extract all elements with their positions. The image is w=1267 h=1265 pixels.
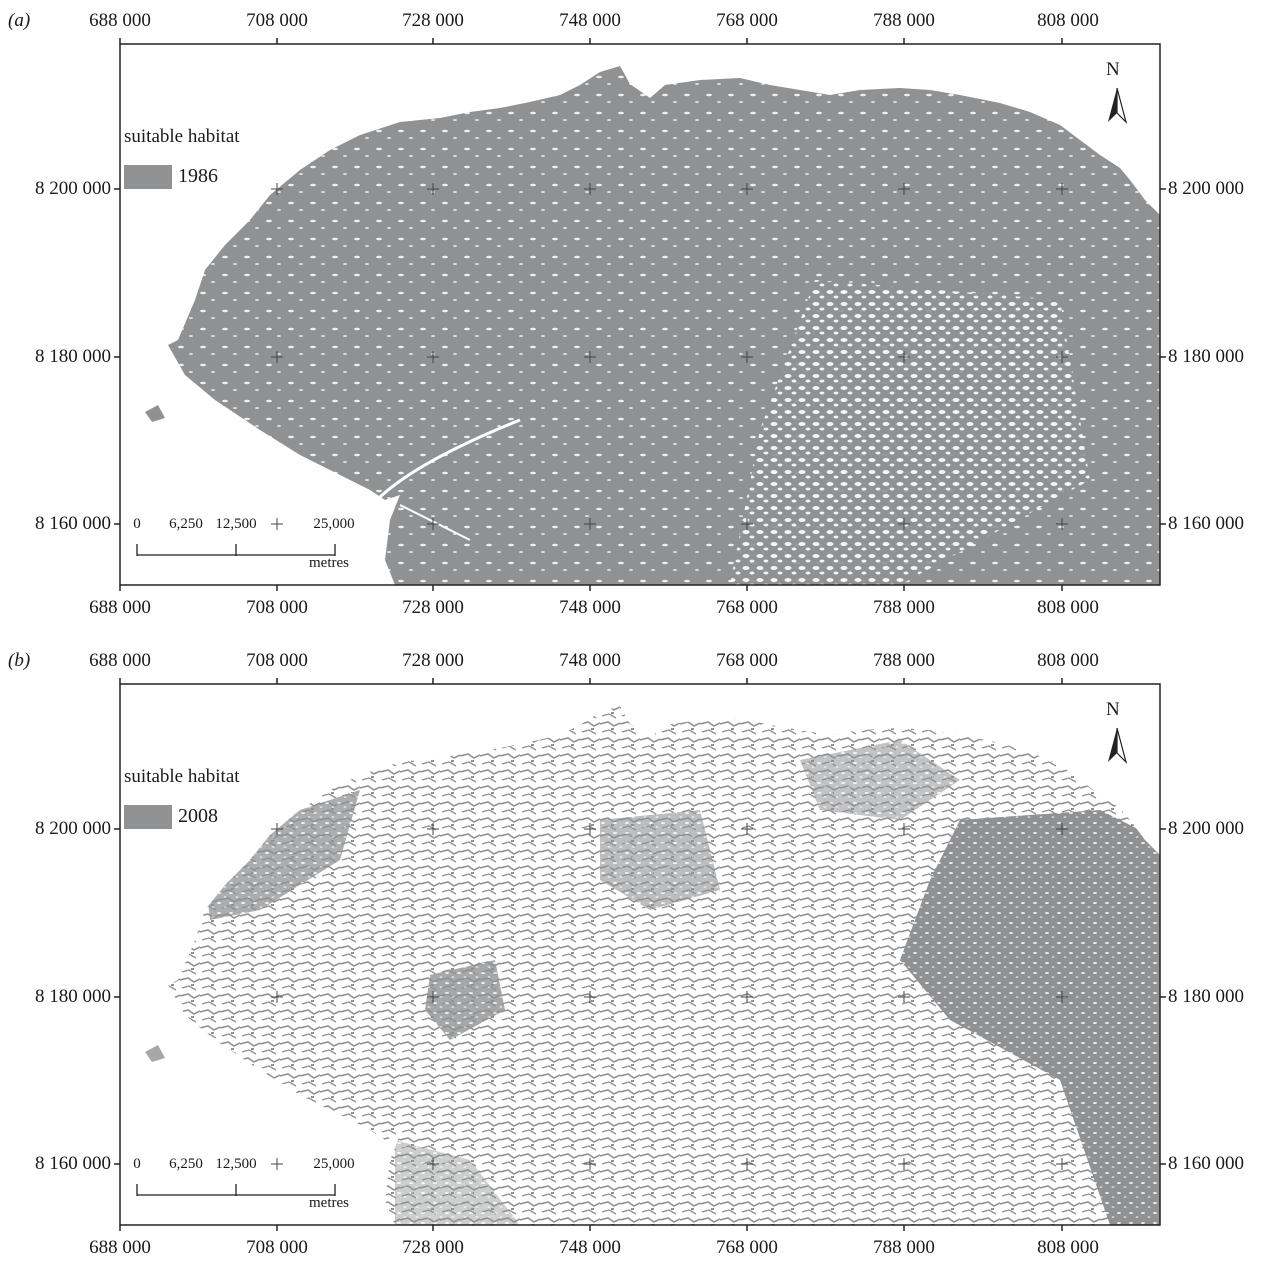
- map-frame: [119, 683, 1161, 1226]
- legend-swatch: [124, 805, 172, 829]
- x-tick-label: 728 000: [402, 597, 464, 618]
- habitat-area: [168, 706, 1160, 1225]
- map-canvas: [114, 678, 1166, 1231]
- scale-label: 6,250: [169, 1156, 203, 1172]
- x-tick-label: 768 000: [716, 597, 778, 618]
- map-panel-2008: (b) 688 000 708 000 728 000 748 000 768 …: [0, 640, 1267, 1265]
- y-tick-label: 8 200 000: [1168, 178, 1244, 199]
- x-tick-label: 728 000: [402, 650, 464, 671]
- y-tick-label: 8 160 000: [1168, 1153, 1244, 1174]
- scale-unit: metres: [309, 555, 349, 571]
- y-tick-label: 8 180 000: [35, 986, 111, 1007]
- map-frame: [119, 43, 1161, 586]
- x-tick-label: 688 000: [89, 650, 151, 671]
- scale-label: 25,000: [313, 1156, 355, 1172]
- scale-label: 0: [133, 1156, 141, 1172]
- scale-unit: metres: [309, 1195, 349, 1211]
- grid-crosses: [271, 183, 1068, 530]
- x-tick-label: 808 000: [1037, 597, 1099, 618]
- y-tick-label: 8 200 000: [35, 818, 111, 839]
- legend-year: 1986: [178, 165, 218, 187]
- scale-label: 6,250: [169, 516, 203, 532]
- map-canvas: [114, 38, 1166, 591]
- tick-marks: [114, 678, 1166, 1231]
- map-panel-1986: (a) 688 000 708 000 728 000 748 000 768 …: [0, 0, 1267, 625]
- y-tick-label: 8 200 000: [35, 178, 111, 199]
- north-arrow-icon: [1108, 727, 1128, 764]
- legend-title: suitable habitat: [124, 766, 240, 787]
- x-tick-label: 708 000: [246, 650, 308, 671]
- y-tick-label: 8 200 000: [1168, 818, 1244, 839]
- y-tick-label: 8 160 000: [35, 1153, 111, 1174]
- x-tick-label: 728 000: [402, 10, 464, 31]
- north-arrow-icon: [1108, 87, 1128, 124]
- panel-label: (b): [8, 650, 31, 671]
- scale-bar: [136, 544, 336, 556]
- x-tick-label: 748 000: [559, 1237, 621, 1258]
- x-tick-label: 688 000: [89, 597, 151, 618]
- x-tick-label: 708 000: [246, 1237, 308, 1258]
- x-tick-label: 788 000: [873, 10, 935, 31]
- x-tick-label: 748 000: [559, 650, 621, 671]
- x-tick-label: 768 000: [716, 1237, 778, 1258]
- x-tick-label: 748 000: [559, 597, 621, 618]
- x-tick-label: 708 000: [246, 597, 308, 618]
- y-tick-label: 8 180 000: [1168, 346, 1244, 367]
- x-tick-label: 788 000: [873, 650, 935, 671]
- scale-label: 0: [133, 516, 141, 532]
- x-tick-label: 808 000: [1037, 1237, 1099, 1258]
- legend-swatch: [124, 165, 172, 189]
- x-tick-label: 708 000: [246, 10, 308, 31]
- x-tick-label: 808 000: [1037, 650, 1099, 671]
- scale-label: 12,500: [215, 1156, 257, 1172]
- x-tick-label: 768 000: [716, 650, 778, 671]
- x-tick-label: 788 000: [873, 1237, 935, 1258]
- x-tick-label: 808 000: [1037, 10, 1099, 31]
- habitat-area: [145, 66, 1160, 585]
- x-tick-label: 768 000: [716, 10, 778, 31]
- north-label: N: [1106, 699, 1120, 720]
- scale-label: 12,500: [215, 516, 257, 532]
- grid-crosses: [271, 823, 1068, 1170]
- tick-marks: [114, 38, 1166, 591]
- y-tick-label: 8 160 000: [35, 513, 111, 534]
- x-tick-label: 688 000: [89, 10, 151, 31]
- panel-label: (a): [8, 10, 31, 31]
- x-tick-label: 788 000: [873, 597, 935, 618]
- y-tick-label: 8 180 000: [1168, 986, 1244, 1007]
- legend-year: 2008: [178, 805, 218, 827]
- scale-bar: [136, 1184, 336, 1196]
- scale-label: 25,000: [313, 516, 355, 532]
- y-tick-label: 8 160 000: [1168, 513, 1244, 534]
- x-tick-label: 688 000: [89, 1237, 151, 1258]
- x-tick-label: 748 000: [559, 10, 621, 31]
- north-label: N: [1106, 59, 1120, 80]
- legend-title: suitable habitat: [124, 126, 240, 147]
- x-tick-label: 728 000: [402, 1237, 464, 1258]
- y-tick-label: 8 180 000: [35, 346, 111, 367]
